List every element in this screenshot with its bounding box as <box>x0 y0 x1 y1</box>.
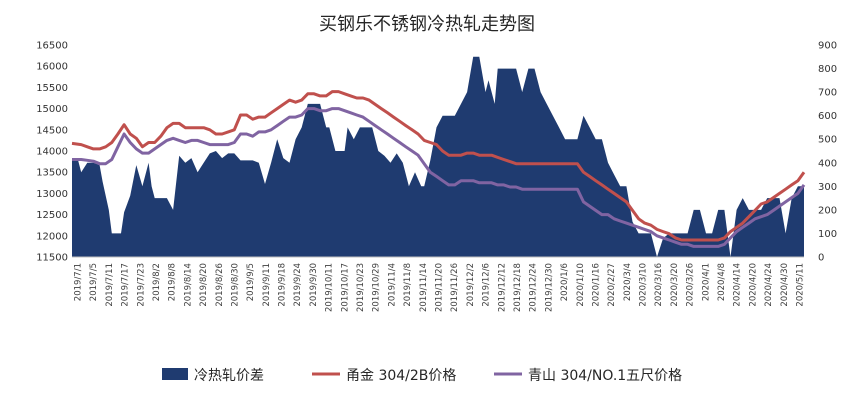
x-tick-label: 2019/9/30 <box>309 263 319 307</box>
y-left-tick-label: 14000 <box>36 147 68 158</box>
x-tick-label: 2019/8/14 <box>183 263 193 307</box>
y-right-tick-label: 800 <box>818 64 837 75</box>
y-left-tick-label: 12000 <box>36 231 68 242</box>
x-tick-label: 2019/7/23 <box>136 263 146 307</box>
x-tick-label: 2019/10/17 <box>340 263 350 312</box>
x-tick-label: 2020/1/16 <box>592 263 602 307</box>
y-left-tick-label: 16000 <box>36 62 68 73</box>
x-tick-label: 2020/2/27 <box>607 263 617 307</box>
x-tick-label: 2019/12/6 <box>482 263 492 307</box>
x-tick-label: 2020/4/24 <box>764 263 774 307</box>
x-tick-label: 2020/4/30 <box>780 263 790 307</box>
x-tick-label: 2019/8/2 <box>152 263 162 301</box>
x-tick-label: 2019/9/24 <box>293 263 303 307</box>
legend-swatch-area <box>162 368 188 380</box>
series-line-qingshan <box>72 107 806 248</box>
y-right-tick-label: 200 <box>818 205 837 216</box>
plot-area <box>71 56 806 257</box>
y-left-tick-label: 13000 <box>36 189 68 200</box>
y-right-tick-label: 100 <box>818 229 837 240</box>
x-tick-label: 2019/10/29 <box>372 263 382 312</box>
x-tick-label: 2019/8/26 <box>215 263 225 307</box>
x-tick-label: 2020/3/20 <box>670 263 680 307</box>
y-right-tick-label: 600 <box>818 111 837 122</box>
x-tick-label: 2019/10/11 <box>325 263 335 312</box>
x-tick-label: 2019/9/18 <box>278 263 288 307</box>
y-left-tick-label: 16500 <box>36 41 68 52</box>
axes: 11500 12000 12500 13000 13500 14000 14500 15000… <box>36 41 837 313</box>
x-tick-label: 2019/11/14 <box>419 263 429 312</box>
x-tick-label: 2019/9/5 <box>246 263 256 301</box>
x-tick-label: 2019/7/17 <box>121 263 131 307</box>
x-tick-label: 2019/11/26 <box>450 263 460 312</box>
series-line-yongjin <box>71 90 806 242</box>
y-right-tick-label: 500 <box>818 135 837 146</box>
x-tick-label: 2019/12/24 <box>529 263 539 312</box>
y-left-tick-label: 11500 <box>36 253 68 264</box>
x-tick-label: 2019/7/1 <box>74 263 84 301</box>
x-tick-label: 2020/3/4 <box>623 263 633 301</box>
x-tick-label: 2019/11/8 <box>403 263 413 307</box>
x-tick-label: 2019/12/30 <box>544 263 554 312</box>
x-tick-label: 2020/4/20 <box>748 263 758 307</box>
y-right-tick-label: 700 <box>818 88 837 99</box>
y-right-tick-label: 300 <box>818 182 837 193</box>
y-right-tick-label: 900 <box>818 41 837 52</box>
y-left-tick-label: 15000 <box>36 104 68 115</box>
x-tick-label: 2019/8/20 <box>199 263 209 307</box>
x-tick-label: 2019/8/30 <box>231 263 241 307</box>
x-tick-label: 2020/1/6 <box>560 263 570 301</box>
legend-label-yongjin: 甬金 304/2B价格 <box>346 368 456 384</box>
legend: 冷热轧价差 甬金 304/2B价格 青山 304/NO.1五尺价格 <box>162 368 682 384</box>
x-tick-label: 2019/11/4 <box>387 263 397 307</box>
y-right-tick-label: 400 <box>818 158 837 169</box>
x-tick-label: 2019/10/23 <box>356 263 366 312</box>
x-tick-label: 2019/8/8 <box>168 263 178 301</box>
x-tick-label: 2019/12/2 <box>466 263 476 307</box>
x-tick-label: 2020/5/11 <box>796 263 806 307</box>
x-tick-label: 2019/12/12 <box>497 263 507 312</box>
x-tick-label: 2020/3/10 <box>639 263 649 307</box>
legend-label-spread: 冷热轧价差 <box>194 368 264 384</box>
y-left-tick-label: 13500 <box>36 168 68 179</box>
chart-title: 买钢乐不锈钢冷热轧走势图 <box>319 14 535 35</box>
y-left-tick-label: 12500 <box>36 210 68 221</box>
x-tick-label: 2019/9/11 <box>262 263 272 307</box>
x-tick-label: 2020/4/1 <box>701 263 711 301</box>
x-tick-label: 2020/3/26 <box>686 263 696 307</box>
x-tick-label: 2019/12/18 <box>513 263 523 312</box>
x-tick-label: 2020/3/16 <box>654 263 664 307</box>
x-tick-label: 2020/4/14 <box>733 263 743 307</box>
x-tick-label: 2019/7/11 <box>105 263 115 307</box>
y-left-tick-label: 15500 <box>36 83 68 94</box>
y-right-tick-label: 0 <box>818 253 824 264</box>
x-tick-label: 2020/4/8 <box>717 263 727 301</box>
x-tick-label: 2019/11/20 <box>435 263 445 312</box>
x-tick-label: 2020/1/10 <box>576 263 586 307</box>
x-tick-label: 2019/7/5 <box>89 263 99 301</box>
series-area-spread <box>72 56 804 257</box>
y-left-tick-label: 14500 <box>36 125 68 136</box>
legend-label-qingshan: 青山 304/NO.1五尺价格 <box>528 368 682 384</box>
